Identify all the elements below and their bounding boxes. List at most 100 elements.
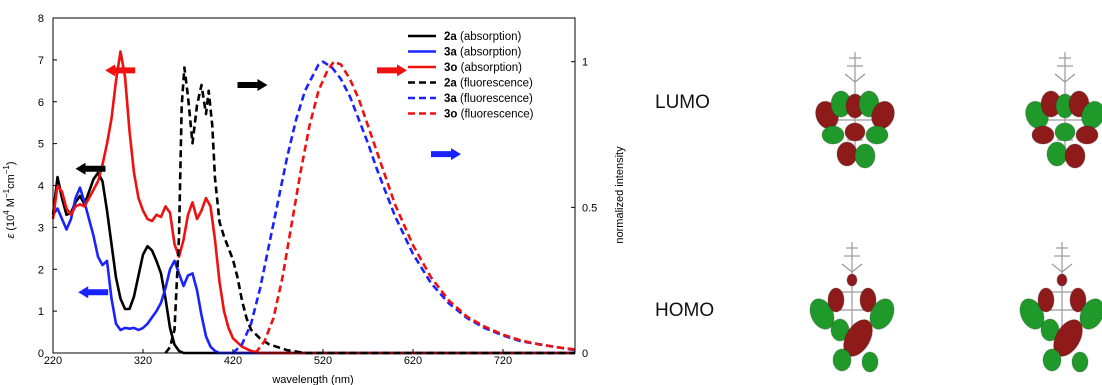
x-tick-label: 320	[134, 355, 152, 367]
orbital-lobe	[1056, 273, 1068, 287]
left-y-axis-label: ε (104 M−1cm−1)	[2, 161, 17, 238]
y-label-symbol: ε	[5, 234, 17, 239]
homo-orbital-right	[1019, 242, 1102, 373]
bond	[1064, 73, 1076, 83]
left-y-tick-label: 4	[38, 181, 44, 193]
orbital-lobe	[1042, 348, 1062, 372]
lumo-orbital-left	[815, 52, 895, 169]
y-label-mid2: cm	[5, 174, 17, 189]
right-y-tick-label: 1	[582, 57, 588, 69]
bond	[854, 73, 866, 83]
x-tick-label: 420	[224, 355, 242, 367]
y-label-close: )	[5, 161, 17, 165]
orbital-lobe	[827, 287, 845, 313]
orbital-lobe	[1071, 351, 1089, 373]
orbital-lobe	[859, 287, 877, 313]
legend-compound: 3o	[444, 109, 457, 121]
arrow-blue-right	[431, 148, 461, 161]
left-y-axis-ticks: 0 1 2 3 4 5 6 7 8	[38, 13, 57, 360]
legend-label-3o-abs: 3o (absorption)	[444, 62, 522, 74]
series-2a-abs	[51, 171, 575, 355]
left-y-tick-label: 6	[38, 97, 44, 109]
left-y-tick-label: 8	[38, 13, 44, 25]
bond	[844, 73, 856, 83]
left-y-tick-label: 7	[38, 55, 44, 67]
series-3o-abs	[51, 50, 575, 355]
y-label-exp2: −1	[2, 188, 11, 198]
left-y-tick-label: 1	[38, 306, 44, 318]
right-y-axis-label: normalized intensity	[614, 146, 626, 244]
arrow-red-right	[377, 64, 407, 77]
right-y-axis-ticks: 00.51	[571, 57, 597, 360]
orbital-lobe	[1046, 141, 1068, 167]
x-tick-label: 720	[494, 355, 512, 367]
legend-compound: 3a	[444, 47, 457, 59]
orbital-lobe	[844, 122, 866, 142]
orbital-lobe	[832, 348, 852, 372]
arrow-layer	[75, 64, 461, 299]
legend-label-3a-abs: 3a (absorption)	[444, 47, 522, 59]
series-3o-fl	[254, 60, 576, 354]
legend-label-3o-fl: 3o (fluorescence)	[444, 109, 534, 121]
y-label-open: (10	[5, 215, 17, 234]
orbital-lobe	[846, 273, 858, 287]
x-tick-label: 520	[314, 355, 332, 367]
y-label-exp3: −1	[2, 165, 11, 175]
orbital-lobe	[1031, 125, 1055, 145]
bond	[1051, 263, 1063, 273]
right-y-tick-label: 0.5	[582, 202, 597, 214]
right-y-tick-label: 0	[582, 348, 588, 360]
bond	[1061, 263, 1073, 273]
legend-kind: (fluorescence)	[457, 78, 533, 90]
bond	[851, 263, 863, 273]
arrow-red-left	[105, 64, 136, 77]
legend-compound: 2a	[444, 31, 457, 43]
lumo-label: LUMO	[655, 92, 710, 113]
legend-label-3a-fl: 3a (fluorescence)	[444, 93, 533, 105]
orbital-lobe	[1037, 287, 1055, 313]
legend-kind: (absorption)	[457, 31, 522, 43]
lumo-orbital-right	[1025, 52, 1102, 169]
orbital-lobe	[869, 298, 895, 330]
legend-label-2a-abs: 2a (absorption)	[444, 31, 522, 43]
arrow-blue-left	[78, 286, 109, 299]
chart-legend: 2a (absorption)3a (absorption)3o (absorp…	[408, 31, 534, 121]
left-y-tick-label: 5	[38, 139, 44, 151]
orbital-lobe	[1069, 287, 1087, 313]
homo-label: HOMO	[655, 300, 715, 321]
left-y-tick-label: 0	[38, 348, 44, 360]
orbital-lobe	[836, 141, 858, 167]
orbital-lobe	[1054, 122, 1076, 142]
x-axis-ticks: 220 320 420 520 620 720	[44, 349, 512, 367]
orbital-lobe	[821, 125, 845, 145]
y-label-mid: M	[5, 198, 17, 210]
arrow-black-right	[237, 79, 268, 91]
legend-compound: 3o	[444, 62, 457, 74]
y-label-exp1: 4	[2, 210, 11, 215]
homo-orbital-left	[809, 242, 895, 373]
legend-kind: (absorption)	[457, 47, 522, 59]
bond	[1054, 73, 1066, 83]
legend-kind: (fluorescence)	[457, 93, 533, 105]
bond	[841, 263, 853, 273]
orbital-lobe	[1064, 143, 1086, 169]
arrow-black-left	[75, 162, 106, 175]
legend-kind: (absorption)	[457, 62, 522, 74]
orbital-images	[809, 52, 1102, 373]
orbital-lobe	[865, 125, 889, 145]
series-3a-fl	[232, 60, 576, 354]
x-tick-label: 220	[44, 355, 62, 367]
x-tick-label: 620	[404, 355, 422, 367]
x-axis-label: wavelength (nm)	[271, 374, 353, 385]
orbital-lobe	[854, 143, 876, 169]
legend-kind: (fluorescence)	[457, 109, 533, 121]
orbital-lobe	[861, 351, 879, 373]
legend-compound: 3a	[444, 93, 457, 105]
left-y-tick-label: 3	[38, 222, 44, 234]
left-y-tick-label: 2	[38, 264, 44, 276]
series-3a-abs	[51, 186, 575, 355]
orbital-lobe	[1075, 125, 1099, 145]
legend-compound: 2a	[444, 78, 457, 90]
